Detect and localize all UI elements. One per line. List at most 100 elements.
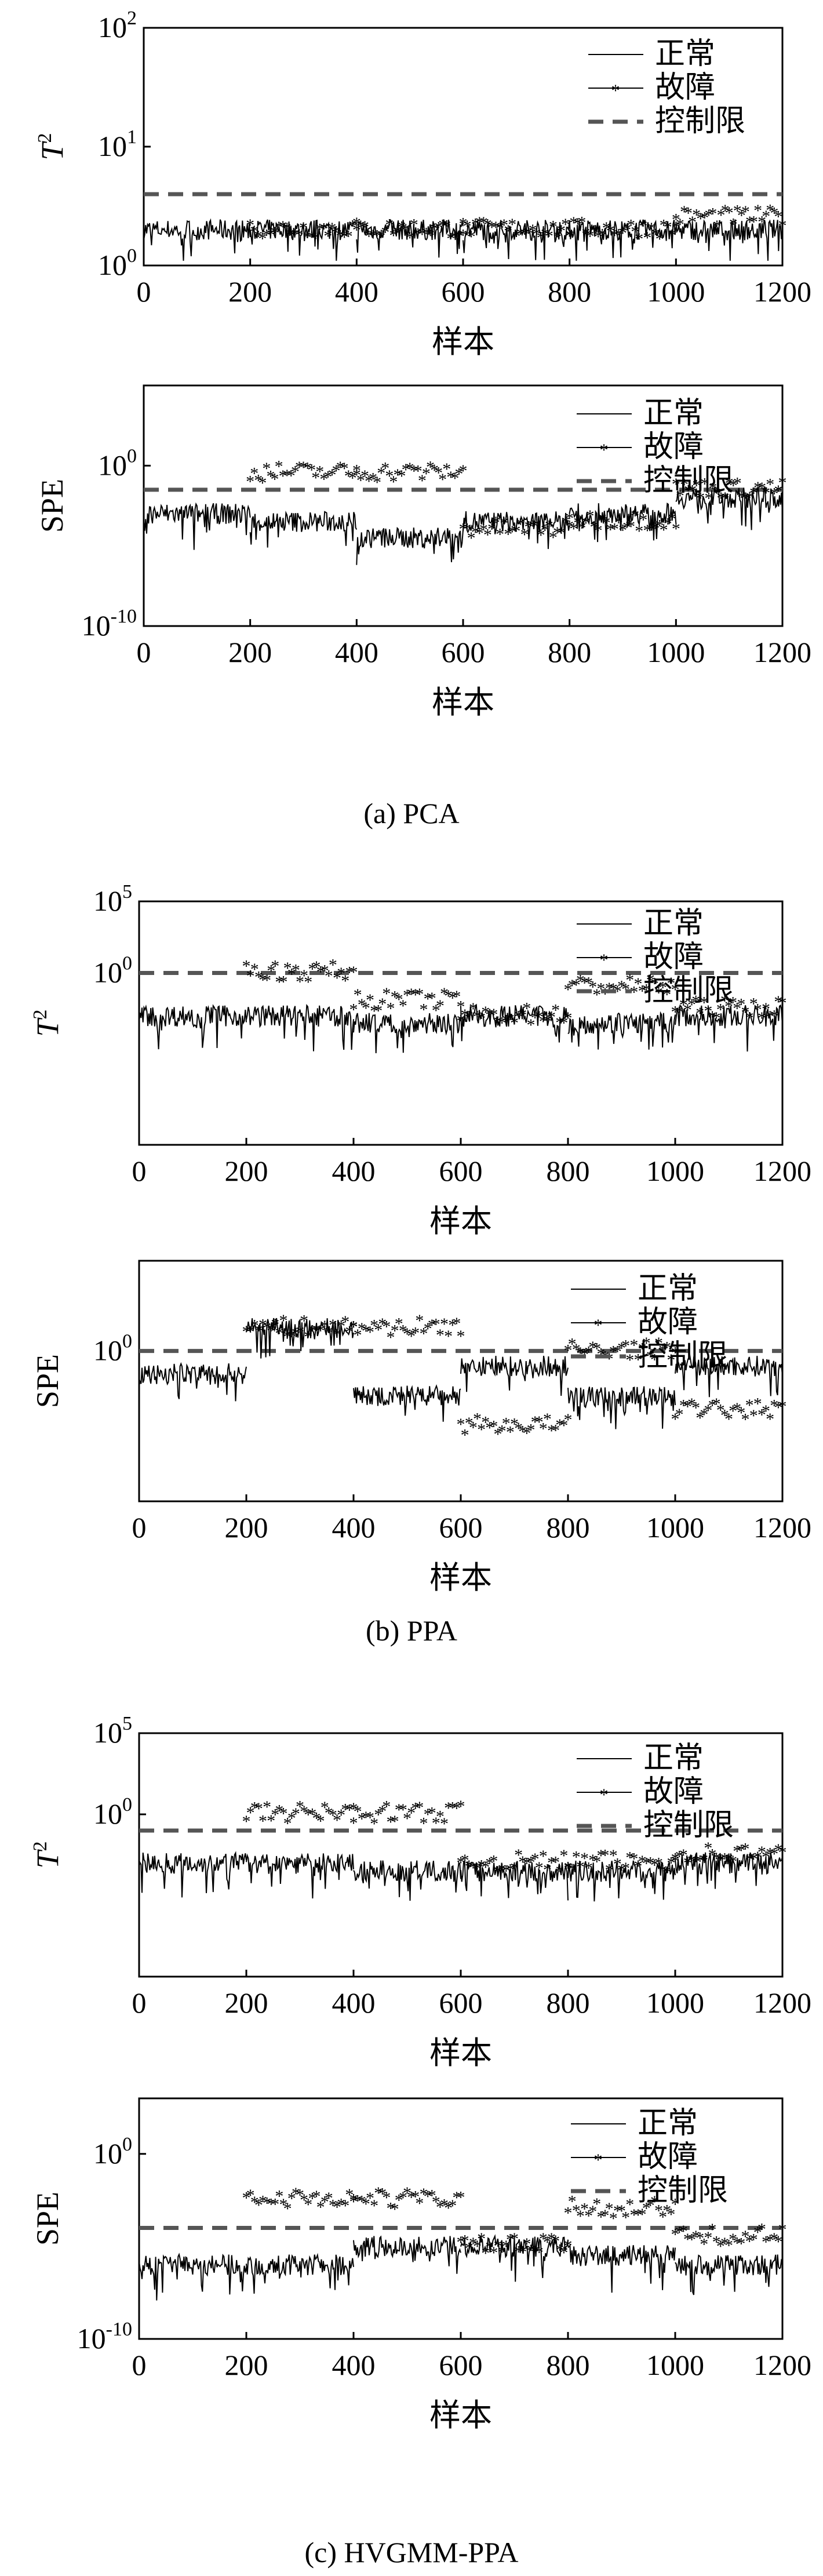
fault-marker: *	[266, 467, 275, 486]
fault-marker: *	[518, 1006, 527, 1025]
fault-marker: *	[559, 1416, 568, 1435]
fault-marker: *	[432, 2193, 440, 2212]
fault-marker: *	[737, 488, 746, 507]
fault-marker: *	[692, 476, 701, 496]
y-tick-label: 105	[93, 881, 132, 917]
x-tick-label: 1000	[646, 2349, 704, 2381]
fault-marker: *	[308, 1804, 316, 1824]
fault-marker: *	[695, 1004, 704, 1023]
fault-marker: *	[633, 1350, 642, 1369]
fault-marker: *	[658, 978, 667, 997]
fault-marker: *	[522, 1424, 531, 1443]
fault-marker: *	[606, 221, 615, 241]
fault-marker: *	[387, 1328, 395, 1347]
fault-marker: *	[561, 215, 570, 234]
fault-marker: *	[360, 467, 369, 486]
fault-marker: *	[700, 209, 709, 228]
fault-marker: *	[708, 2220, 717, 2239]
fault-marker: *	[337, 1806, 345, 1825]
fault-marker: *	[349, 1814, 358, 1833]
x-tick-label: 800	[547, 2349, 590, 2381]
legend-star-icon: *	[600, 951, 609, 970]
fault-marker: *	[316, 1322, 325, 1341]
fault-marker: *	[569, 213, 578, 232]
fault-marker: *	[395, 1800, 403, 1820]
fault-marker: *	[365, 472, 373, 491]
fault-marker: *	[242, 1322, 251, 1341]
fault-marker: *	[378, 2184, 387, 2203]
fault-marker: *	[646, 1347, 655, 1366]
fault-marker: *	[609, 1846, 618, 1865]
fault-marker: *	[296, 1322, 304, 1341]
fault-marker: *	[584, 1858, 593, 1878]
fault-marker: *	[457, 2233, 465, 2252]
fault-marker: *	[745, 488, 754, 507]
fault-marker: *	[299, 219, 308, 238]
fault-marker: *	[671, 2225, 680, 2244]
fault-marker: *	[596, 2207, 605, 2226]
fault-marker: *	[605, 2199, 614, 2218]
fault-marker: *	[366, 991, 374, 1010]
fault-marker: *	[559, 1846, 568, 1865]
fault-marker: *	[737, 2235, 745, 2254]
fault-marker: *	[356, 471, 365, 490]
fault-marker: *	[356, 217, 365, 236]
fault-marker: *	[308, 2189, 316, 2208]
fault-marker: *	[508, 522, 516, 541]
fault-marker: *	[778, 1397, 787, 1416]
fault-marker: *	[387, 2199, 395, 2218]
fault-marker: *	[391, 987, 399, 1006]
fault-marker: *	[708, 205, 717, 224]
x-tick-label: 800	[547, 1511, 590, 1544]
fault-marker: *	[741, 1839, 749, 1858]
fault-marker: *	[300, 2191, 308, 2210]
fault-marker: *	[687, 2231, 696, 2250]
fault-marker: *	[465, 1414, 474, 1433]
fault-marker: *	[414, 462, 423, 481]
legend-label: 故障	[643, 431, 704, 464]
fault-marker: *	[577, 519, 586, 538]
fault-marker: *	[395, 990, 403, 1009]
x-tick-label: 600	[439, 1511, 483, 1544]
fault-marker: *	[325, 2189, 333, 2208]
fault-marker: *	[733, 999, 741, 1018]
x-tick-label: 200	[228, 275, 272, 308]
fault-marker: *	[741, 1003, 749, 1022]
x-tick-label: 400	[332, 1155, 376, 1187]
fault-marker: *	[415, 985, 424, 1004]
fault-marker: *	[720, 992, 729, 1011]
normal-series-line	[353, 2235, 461, 2274]
fault-marker: *	[502, 2237, 511, 2256]
fault-marker: *	[588, 2202, 597, 2221]
fault-marker: *	[543, 1012, 552, 1031]
fault-marker: *	[477, 2229, 486, 2248]
fault-marker: *	[614, 513, 623, 532]
fault-marker: *	[329, 956, 337, 975]
fault-marker: *	[418, 225, 427, 244]
fault-marker: *	[621, 2208, 630, 2228]
fault-marker: *	[621, 1337, 630, 1356]
fault-marker: *	[687, 1395, 696, 1414]
fault-marker: *	[778, 994, 787, 1013]
fault-marker: *	[741, 2227, 749, 2246]
x-tick-label: 0	[132, 1155, 147, 1187]
fault-marker: *	[292, 961, 300, 980]
fault-marker: *	[516, 225, 525, 244]
fault-marker: *	[654, 2202, 663, 2221]
fault-marker: *	[370, 1814, 378, 1833]
fault-marker: *	[667, 974, 675, 993]
fault-marker: *	[246, 1323, 255, 1342]
fault-marker: *	[565, 226, 574, 245]
fault-marker: *	[246, 216, 254, 235]
fault-marker: *	[700, 993, 708, 1012]
fault-marker: *	[374, 1320, 383, 1340]
fault-marker: *	[399, 1800, 407, 1820]
fault-marker: *	[295, 458, 304, 477]
legend-star-icon: *	[594, 2151, 603, 2170]
fault-marker: *	[393, 223, 402, 242]
fault-marker: *	[402, 460, 410, 479]
fault-marker: *	[389, 472, 398, 492]
fault-marker: *	[440, 2195, 449, 2214]
fault-marker: *	[283, 959, 292, 978]
fault-marker: *	[246, 472, 254, 492]
